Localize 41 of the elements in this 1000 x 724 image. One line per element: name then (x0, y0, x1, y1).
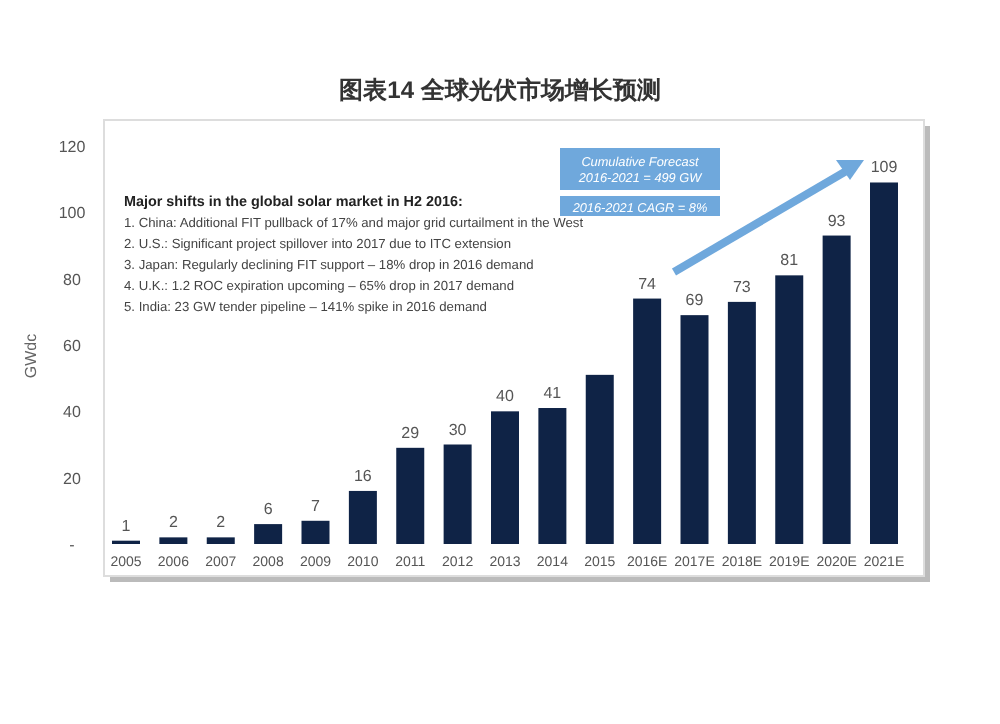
data-label: 74 (638, 274, 658, 293)
data-label: 40 (496, 387, 515, 406)
data-label: 2 (216, 513, 227, 532)
bar (348, 490, 377, 544)
data-label: 73 (732, 277, 752, 296)
y-tick-label: - (69, 536, 76, 554)
bar (727, 301, 756, 544)
bar (206, 537, 235, 544)
data-label: 1 (121, 516, 132, 535)
data-label: 81 (780, 251, 800, 270)
y-tick-label: 80 (63, 270, 82, 289)
y-tick-label: 20 (63, 469, 82, 488)
y-tick-label: 120 (58, 138, 87, 156)
bar (585, 374, 614, 544)
data-label: 109 (870, 158, 899, 177)
data-label: 7 (311, 496, 322, 515)
bar (775, 275, 804, 544)
y-tick-label: 40 (63, 403, 82, 422)
data-label: 2 (168, 513, 179, 532)
bar (301, 520, 330, 544)
data-label: 30 (448, 420, 468, 439)
bar (443, 444, 472, 544)
data-label: 29 (401, 423, 421, 442)
bar (822, 235, 851, 544)
y-tick-label: 100 (58, 204, 87, 223)
bar (633, 298, 662, 544)
chart-title: 图表14 全球光伏市场增长预测 (339, 76, 661, 104)
bar (491, 411, 519, 544)
data-label: 93 (827, 211, 847, 230)
y-axis-title: GWdc (22, 333, 40, 379)
data-label: 69 (685, 291, 705, 310)
bar (538, 408, 567, 544)
bar (159, 537, 188, 544)
bar (396, 447, 425, 544)
data-label: 16 (353, 466, 373, 485)
y-tick-label: 60 (63, 337, 82, 355)
bar (680, 315, 709, 544)
data-label: 41 (543, 384, 563, 403)
data-label: 6 (263, 500, 274, 519)
bar (870, 182, 898, 544)
bar (254, 524, 283, 544)
